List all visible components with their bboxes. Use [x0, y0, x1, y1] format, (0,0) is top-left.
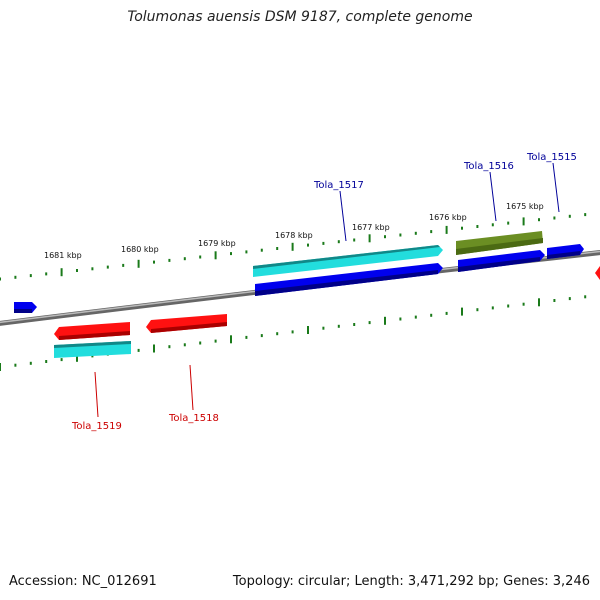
map-title: Tolumonas auensis DSM 9187, complete gen…	[127, 9, 473, 25]
kbp-label: 1681 kbp	[44, 251, 82, 260]
kbp-label: 1676 kbp	[429, 213, 467, 222]
gene-tola-1517-blue[interactable]	[255, 263, 443, 296]
gene-label-tola-1515[interactable]: Tola_1515	[526, 152, 577, 163]
upper-ruler	[0, 213, 587, 281]
gene-tola-1519-cyan[interactable]	[54, 341, 131, 358]
gene-tola-1517-cyan[interactable]	[253, 245, 443, 277]
gene-tola-1518-red[interactable]	[146, 314, 227, 333]
gene-label-tola-1517[interactable]: Tola_1517	[313, 180, 364, 191]
accession-text: Accession: NC_012691	[9, 574, 157, 589]
gene-label-tola-1519[interactable]: Tola_1519	[71, 421, 122, 432]
kbp-label: 1677 kbp	[352, 223, 390, 232]
leader-line	[552, 162, 560, 213]
kbp-label: 1675 kbp	[506, 202, 544, 211]
kbp-label: 1678 kbp	[275, 231, 313, 240]
gene-right-edge-red[interactable]	[595, 266, 600, 280]
leader-line	[339, 190, 347, 242]
topology-summary: Topology: circular; Length: 3,471,292 bp…	[232, 574, 590, 589]
gene-tola-1516-blue[interactable]	[458, 250, 545, 272]
gene-label-tola-1516[interactable]: Tola_1516	[463, 161, 514, 172]
leader-line	[489, 171, 497, 222]
gene-left-edge-blue[interactable]	[14, 302, 37, 313]
kbp-label: 1679 kbp	[198, 239, 236, 248]
leader-line	[189, 364, 194, 411]
gene-tola-1519-red[interactable]	[54, 322, 130, 340]
gene-tola-1516-olive[interactable]	[456, 231, 543, 255]
gene-tola-1515-blue[interactable]	[547, 244, 584, 259]
leader-line	[94, 371, 99, 418]
kbp-label: 1680 kbp	[121, 245, 159, 254]
gene-label-tola-1518[interactable]: Tola_1518	[168, 413, 219, 424]
